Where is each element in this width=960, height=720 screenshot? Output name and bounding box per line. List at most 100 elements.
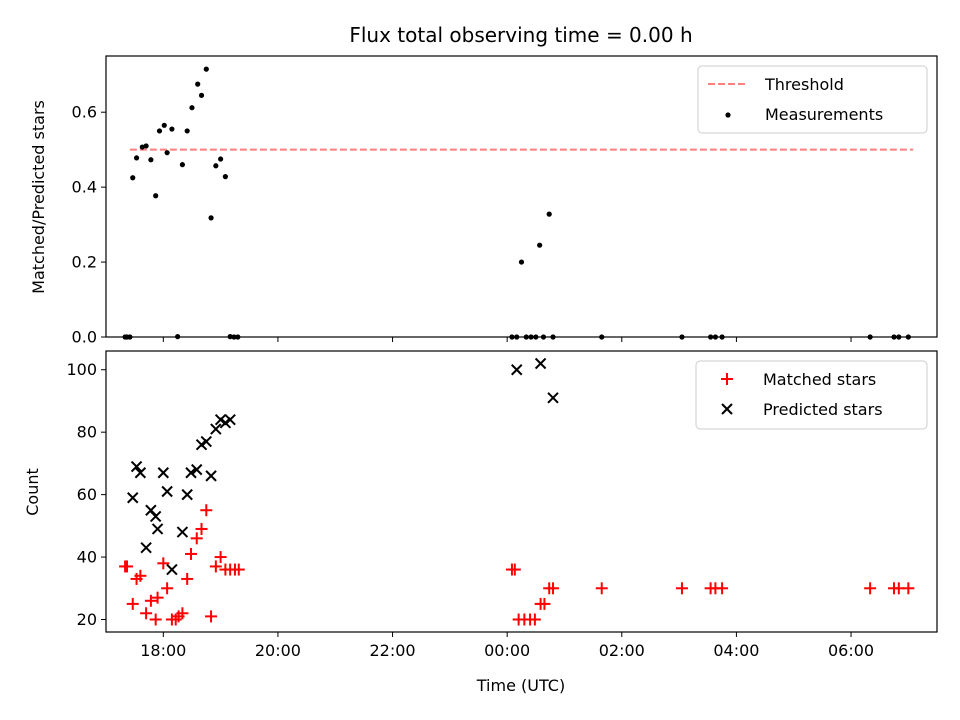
top-plot-frame [105,55,938,338]
predicted-star-point [140,541,152,554]
predicted-star-point [145,504,157,516]
measurement-point [523,334,529,340]
matched-star-point [864,582,877,595]
bottom-x-tick-label: 06:00 [828,641,874,660]
matched-star-point [144,594,157,607]
bottom-x-tick-label: 00:00 [484,641,530,660]
top-y-axis-label: Matched/Predicted stars [29,100,48,294]
measurement-point [164,150,170,156]
bottom-legend: Matched stars Predicted stars [695,360,928,430]
predicted-star-point [191,463,203,476]
measurement-point [213,163,219,169]
predicted-star-point [157,467,170,479]
measurement-point [189,105,195,111]
matched-star-point [185,547,198,560]
predicted-star-point [151,523,164,535]
measurement-point [599,334,605,340]
measurement-point [127,334,133,340]
measurement-point [161,122,167,128]
predicted-star-point [130,460,143,473]
predicted-legend-swatch [721,403,733,415]
top-y-tick-label: 0.2 [72,253,97,272]
predicted-star-point [149,510,162,523]
measurement-point [169,126,175,132]
bottom-x-tick-label: 02:00 [599,641,645,660]
measurement-point [153,193,159,199]
measurement-point [175,334,181,340]
measurement-point [518,259,525,265]
measurement-point [130,175,136,181]
measurement-point [896,334,902,340]
bottom-y-tick-label: 100 [66,360,97,379]
predicted-star-point [127,492,139,504]
bottom-x-tick-label: 04:00 [713,641,759,660]
bottom-y-tick-label: 80 [77,423,97,442]
matched-legend-swatch [721,373,733,385]
bottom-x-tick-label: 20:00 [255,641,301,660]
matched-star-point [190,532,203,545]
matched-star-point [595,582,608,595]
measurements-legend-swatch [725,112,731,118]
bottom-y-tick-label: 20 [77,610,97,629]
measurement-point [143,143,149,149]
top-plot-marks [122,66,914,340]
measurement-point [533,334,539,340]
matched-star-point [149,613,162,626]
measurement-point [156,128,163,134]
matched-star-point [176,607,189,620]
measurement-point [208,215,214,221]
matched-star-point [538,597,551,610]
bottom-y-tick-label: 40 [77,548,97,567]
measurement-point [905,334,911,340]
matched-star-point [195,522,208,535]
measurement-point [231,334,237,340]
measurement-point [514,334,520,340]
matched-star-point [902,582,915,595]
measurement-point [712,334,719,340]
bottom-legend-box [695,360,928,430]
top-x-ticks [162,337,852,342]
top-legend-box [697,65,928,134]
predicted-star-point [176,526,189,538]
measurement-point [708,334,714,340]
measurement-point [537,242,543,248]
matched-star-point [528,613,541,626]
bottom-plot-frame [105,350,938,633]
matched-star-point [157,557,170,570]
predicted-star-point [205,470,217,482]
matched-star-point [161,582,174,595]
measurement-point [546,211,552,217]
measurement-point [235,334,241,340]
bottom-x-tick-label: 18:00 [140,641,186,660]
legend-predicted-label: Predicted stars [763,400,883,419]
measurement-point [509,334,515,340]
matched-star-point [200,504,213,517]
matched-star-point [675,582,688,595]
bottom-x-ticks: 18:00 20:00 22:00 00:00 02:00 04:00 06:00 [140,632,874,660]
matched-star-point [181,572,194,585]
flux-ratio-panel: 0.0 0.2 0.4 0.6 Matched/Predicted stars Thr… [29,55,938,347]
predicted-star-point [161,485,173,498]
measurement-point [227,334,233,340]
measurement-point [867,334,873,340]
predicted-star-point [224,413,236,426]
matched-star-point [151,591,164,604]
matched-star-point [547,582,560,595]
top-chart-title: Flux total observing time = 0.00 h [349,23,692,47]
measurement-point [133,155,140,161]
measurement-point [184,128,190,134]
bottom-y-tick-label: 60 [77,485,97,504]
top-y-tick-label: 0.0 [72,328,97,347]
measurement-point [719,334,725,340]
measurement-point [550,334,556,340]
bottom-x-tick-label: 22:00 [369,641,415,660]
predicted-star-point [547,392,559,404]
measurement-point [148,157,154,163]
matched-star-point [140,607,153,620]
legend-matched-label: Matched stars [763,370,876,389]
predicted-star-point [185,467,197,479]
star-count-panel: 20 40 60 80 100 18:00 20:00 22:00 00:00 02:00 04:… [23,350,938,695]
matched-star-point [508,563,521,576]
top-y-tick-label: 0.4 [72,178,97,197]
